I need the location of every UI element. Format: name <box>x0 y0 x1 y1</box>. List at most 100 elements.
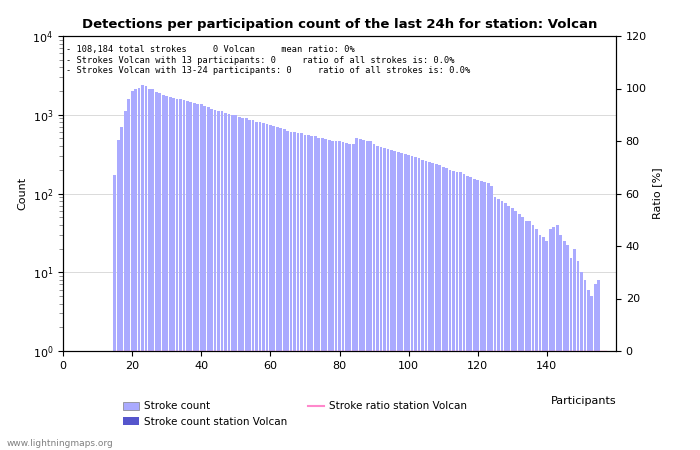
Bar <box>258 122 261 450</box>
Bar <box>131 91 134 450</box>
Bar <box>597 280 600 450</box>
Y-axis label: Count: Count <box>17 177 27 210</box>
Bar <box>566 245 569 450</box>
Bar <box>206 107 209 450</box>
Bar <box>256 122 258 450</box>
Text: Participants: Participants <box>550 396 616 406</box>
Bar <box>158 93 161 450</box>
Bar <box>535 230 538 450</box>
Bar <box>241 117 244 450</box>
Bar <box>238 117 241 450</box>
Bar <box>511 208 514 450</box>
Bar <box>300 133 303 450</box>
Bar <box>424 161 427 450</box>
Bar <box>193 103 196 450</box>
Bar <box>127 99 130 450</box>
Bar <box>393 151 396 450</box>
Bar <box>486 183 489 450</box>
Bar <box>328 140 330 450</box>
Bar <box>522 217 524 450</box>
Bar <box>477 180 479 450</box>
Bar <box>545 241 548 450</box>
Bar <box>349 144 351 450</box>
Bar <box>120 127 123 450</box>
Bar <box>138 88 141 450</box>
Bar <box>366 140 368 450</box>
Bar <box>470 177 473 450</box>
Bar <box>363 140 365 450</box>
Bar <box>570 258 573 450</box>
Bar <box>190 102 193 450</box>
Bar <box>141 85 144 450</box>
Bar <box>542 237 545 450</box>
Bar <box>279 128 282 450</box>
Bar <box>538 235 541 450</box>
Bar <box>500 201 503 450</box>
Bar <box>134 90 137 450</box>
Bar <box>411 156 414 450</box>
Bar <box>283 130 286 450</box>
Bar <box>584 280 587 450</box>
Bar <box>307 135 310 450</box>
Bar <box>359 139 362 450</box>
Bar <box>376 146 379 450</box>
Bar <box>590 296 593 450</box>
Bar <box>549 230 552 450</box>
Bar <box>165 95 168 450</box>
Bar <box>577 261 580 450</box>
Bar <box>311 136 313 450</box>
Bar <box>552 227 555 450</box>
Bar <box>245 118 248 450</box>
Bar <box>386 149 389 450</box>
Bar <box>580 272 583 450</box>
Bar <box>342 142 344 450</box>
Bar <box>220 112 223 450</box>
Bar <box>594 284 596 450</box>
Bar <box>265 124 268 450</box>
Bar <box>518 214 521 450</box>
Bar <box>431 163 434 450</box>
Bar <box>197 104 199 450</box>
Bar <box>528 221 531 450</box>
Bar <box>514 211 517 450</box>
Bar <box>452 171 455 450</box>
Bar <box>356 139 358 450</box>
Bar <box>314 136 316 450</box>
Bar <box>162 94 164 450</box>
Bar <box>428 162 430 450</box>
Y-axis label: Ratio [%]: Ratio [%] <box>652 168 662 219</box>
Bar <box>480 181 482 450</box>
Bar <box>234 116 237 450</box>
Bar <box>217 112 220 450</box>
Bar <box>442 166 444 450</box>
Bar <box>210 108 213 450</box>
Bar <box>224 113 227 450</box>
Bar <box>148 89 150 450</box>
Bar <box>573 248 576 450</box>
Bar <box>449 170 452 450</box>
Bar <box>272 126 275 450</box>
Bar <box>407 155 410 450</box>
Bar <box>317 138 320 450</box>
Bar <box>252 120 255 450</box>
Bar <box>214 110 216 450</box>
Bar <box>321 139 323 450</box>
Bar <box>494 197 496 450</box>
Bar <box>269 125 272 450</box>
Bar <box>390 150 393 450</box>
Bar <box>508 206 510 450</box>
Bar <box>369 141 372 450</box>
Bar <box>228 114 230 450</box>
Bar <box>183 100 186 450</box>
Bar <box>117 140 120 450</box>
Bar <box>338 141 341 450</box>
Text: www.lightningmaps.org: www.lightningmaps.org <box>7 439 113 448</box>
Bar <box>400 153 403 450</box>
Bar <box>352 144 355 450</box>
Bar <box>169 97 172 450</box>
Bar <box>379 147 382 450</box>
Bar <box>276 127 279 450</box>
Bar <box>483 182 486 450</box>
Bar <box>556 225 559 450</box>
Bar <box>203 106 206 450</box>
